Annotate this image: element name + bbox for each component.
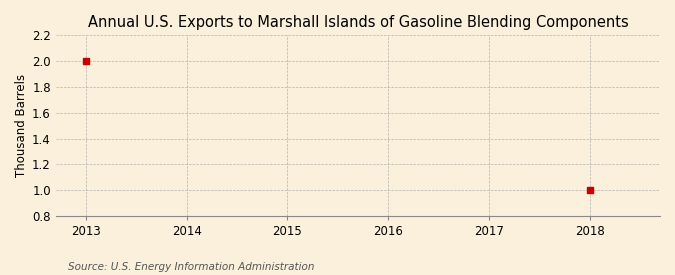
Title: Annual U.S. Exports to Marshall Islands of Gasoline Blending Components: Annual U.S. Exports to Marshall Islands …: [88, 15, 628, 30]
Text: Source: U.S. Energy Information Administration: Source: U.S. Energy Information Administ…: [68, 262, 314, 272]
Y-axis label: Thousand Barrels: Thousand Barrels: [15, 74, 28, 177]
